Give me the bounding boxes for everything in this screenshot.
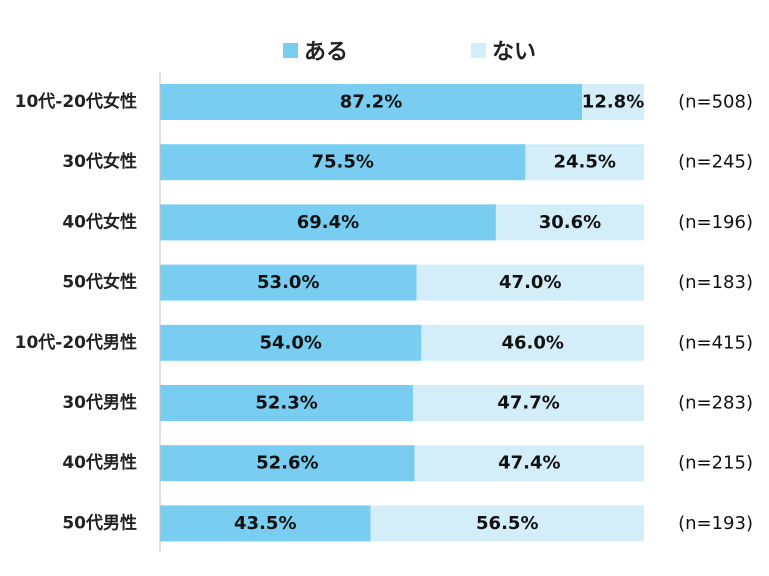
bar-aru <box>160 324 422 361</box>
legend-swatch-aru <box>283 42 298 58</box>
bar-value-label: 24.5% <box>553 152 615 173</box>
bar-value-label: 47.0% <box>499 272 561 293</box>
bar-nai <box>582 84 644 120</box>
sample-size-label: (n=183) <box>678 272 753 293</box>
sample-size-label: (n=415) <box>678 332 753 353</box>
sample-size-label: (n=245) <box>678 152 753 173</box>
bar-value-label: 53.0% <box>257 272 319 293</box>
bar-aru <box>160 204 496 241</box>
category-label: 40代女性 <box>62 211 137 232</box>
bar-aru <box>160 264 417 301</box>
bar-value-label: 12.8% <box>582 92 644 113</box>
sample-size-label: (n=283) <box>678 393 753 414</box>
bar-aru <box>160 144 526 181</box>
bar-aru <box>160 445 415 482</box>
bar-value-label: 30.6% <box>539 212 601 233</box>
bar-value-label: 43.5% <box>234 513 296 534</box>
bar-value-label: 75.5% <box>311 152 373 173</box>
bar-nai <box>525 144 644 181</box>
bar-value-label: 47.7% <box>497 393 559 414</box>
category-label: 30代男性 <box>62 392 137 413</box>
category-label: 10代-20代男性 <box>15 332 137 353</box>
bar-value-label: 56.5% <box>476 513 538 534</box>
bar-value-label: 87.2% <box>340 92 402 113</box>
bar-nai <box>495 204 644 241</box>
legend-label-nai: ない <box>492 40 537 65</box>
sample-size-label: (n=508) <box>678 92 753 113</box>
bar-nai <box>414 445 644 482</box>
sample-size-label: (n=196) <box>678 212 753 233</box>
category-label: 30代女性 <box>62 151 137 172</box>
sample-size-label: (n=193) <box>678 513 753 534</box>
bar-nai <box>416 264 644 301</box>
bar-value-label: 52.6% <box>256 453 318 474</box>
legend-label-aru: ある <box>304 40 349 65</box>
bar-nai <box>421 324 644 361</box>
legend-swatch-nai <box>471 42 486 58</box>
bar-value-label: 54.0% <box>259 332 321 353</box>
bar-value-label: 52.3% <box>255 393 317 414</box>
sample-size-label: (n=215) <box>678 453 753 474</box>
bar-value-label: 47.4% <box>498 453 560 474</box>
category-label: 40代男性 <box>62 452 137 473</box>
bar-value-label: 46.0% <box>501 332 563 353</box>
category-label: 10代-20代女性 <box>15 91 137 112</box>
bar-value-label: 69.4% <box>297 212 359 233</box>
bar-aru <box>160 84 583 120</box>
category-label: 50代男性 <box>62 512 137 533</box>
bar-aru <box>160 385 414 421</box>
bar-nai <box>370 505 644 542</box>
legend-item-nai: ない <box>471 34 536 66</box>
category-label: 50代女性 <box>62 272 137 293</box>
bar-nai <box>413 385 644 421</box>
bar-aru <box>160 505 371 542</box>
legend: ある <box>283 34 348 66</box>
